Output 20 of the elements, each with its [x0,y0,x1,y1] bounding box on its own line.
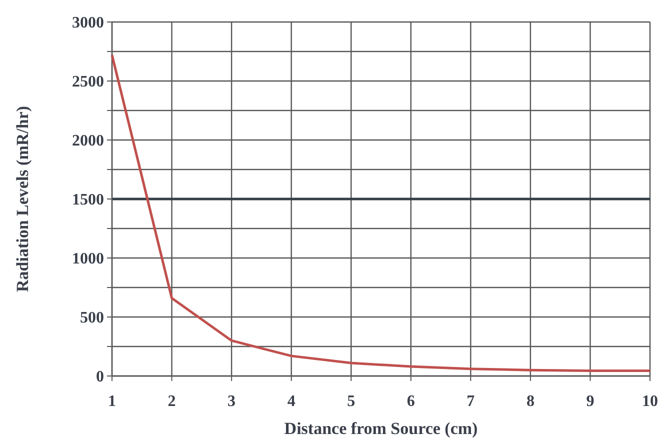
x-tick-label: 6 [406,393,415,410]
x-tick-label: 8 [526,393,534,410]
y-axis-title: Radiation Levels (mR/hr) [13,106,32,292]
line-series [110,54,652,372]
x-tick-label: 5 [347,393,356,410]
x-tick-label: 7 [466,393,475,410]
y-tick-label: 3000 [72,14,104,32]
x-tick-label: 3 [228,393,236,410]
y-tick-label: 1000 [72,250,104,268]
y-tick-label: 2000 [72,132,104,150]
x-axis-title: Distance from Source (cm) [284,419,478,438]
x-tick-label: 1 [108,393,116,410]
y-tick-label: 2500 [72,74,104,91]
x-tick-label: 9 [586,393,594,410]
y-tick-label: 1500 [72,192,104,209]
x-tick-label: 10 [642,393,658,410]
x-tick-label: 2 [168,393,176,410]
y-tick-label: 0 [96,368,104,386]
y-tick-label: 500 [80,310,104,327]
x-tick-label: 4 [287,393,296,410]
